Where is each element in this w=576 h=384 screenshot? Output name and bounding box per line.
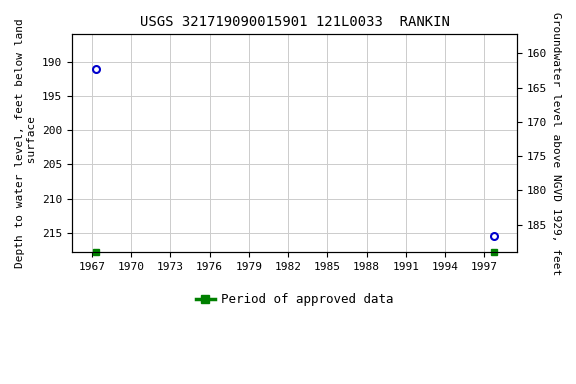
Title: USGS 321719090015901 121L0033  RANKIN: USGS 321719090015901 121L0033 RANKIN: [140, 15, 450, 29]
Y-axis label: Depth to water level, feet below land
 surface: Depth to water level, feet below land su…: [15, 18, 37, 268]
Y-axis label: Groundwater level above NGVD 1929, feet: Groundwater level above NGVD 1929, feet: [551, 12, 561, 275]
Legend: Period of approved data: Period of approved data: [191, 288, 399, 311]
